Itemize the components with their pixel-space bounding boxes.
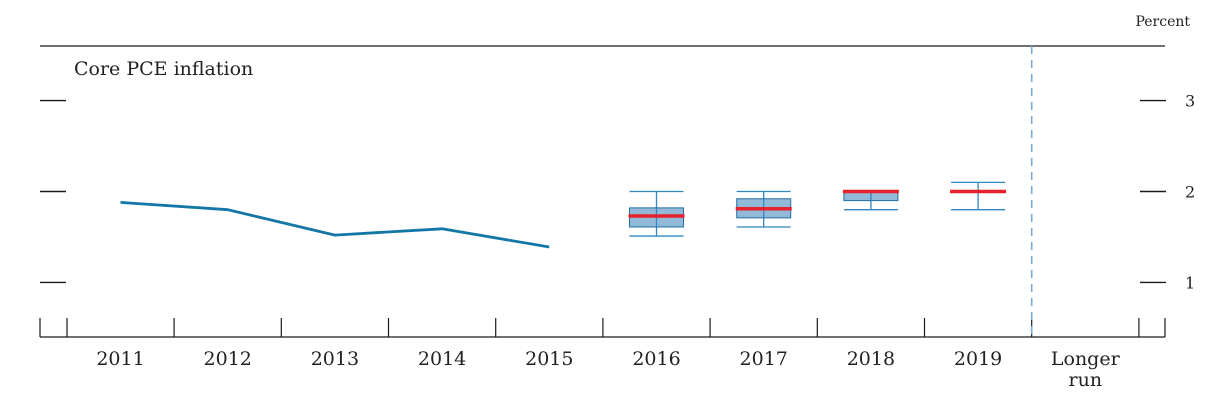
x-tick-label: 2013 [311,348,359,370]
projection-2018 [842,189,899,211]
x-tick-label: 2018 [847,348,895,370]
projection-boxes [628,181,1007,237]
projection-2019 [950,181,1007,211]
y-tick-label: 3 [1185,92,1195,111]
unit-label: Percent [1135,14,1190,30]
x-tick-label: 2011 [96,348,144,370]
x-tick-label: 2012 [204,348,252,370]
history-line [120,201,550,249]
history-series [120,201,550,249]
y-tick-label: 2 [1185,183,1195,202]
x-tick-label: Longer run [1051,348,1121,391]
axes: 2011 2012 2013 2014 2015 2016 2017 2018 2019 Long… [39,45,1195,391]
projection-2017 [735,190,792,228]
x-tick-label: 2015 [525,348,573,370]
y-tick-label: 1 [1185,273,1195,292]
x-tick-label: 2014 [418,348,466,370]
projection-2016 [628,190,685,237]
chart-title: Core PCE inflation [74,58,253,80]
x-tick-label: 2016 [632,348,680,370]
x-tick-label: 2017 [740,348,788,370]
x-tick-label: 2019 [954,348,1002,370]
